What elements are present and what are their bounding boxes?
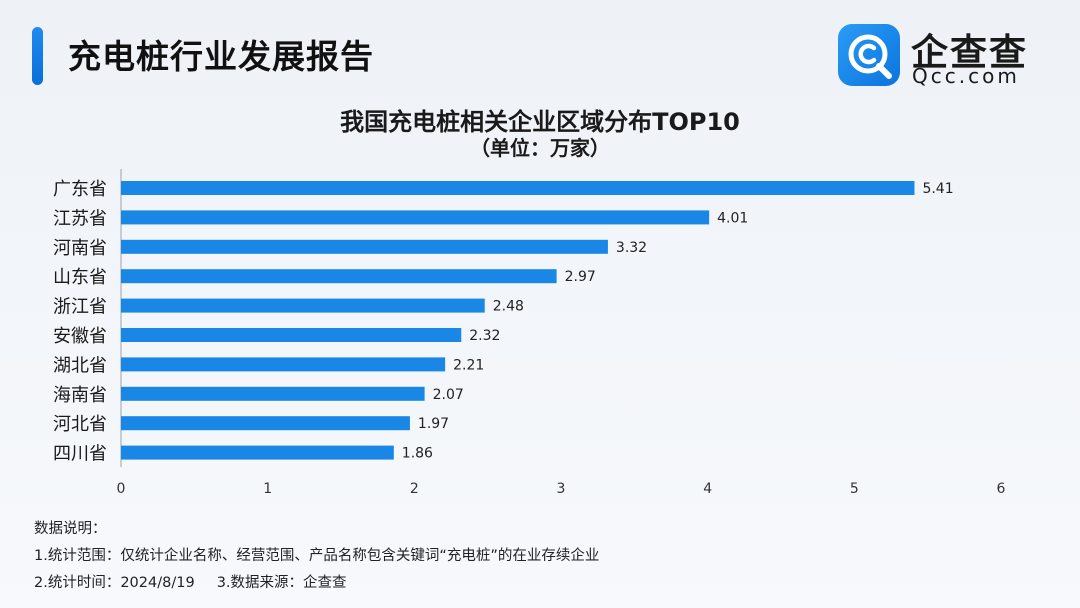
bar xyxy=(121,298,485,313)
value-label: 2.07 xyxy=(433,387,464,403)
notes-source: 3.数据来源：企查查 xyxy=(216,575,347,591)
notes-heading: 数据说明： xyxy=(34,521,107,537)
data-notes: 数据说明： 1.统计范围：仅统计企业名称、经营范围、产品名称包含关键词“充电桩”… xyxy=(34,516,599,597)
value-label: 2.97 xyxy=(565,269,596,285)
bar xyxy=(121,328,462,342)
value-label: 5.41 xyxy=(922,181,953,197)
value-label: 1.86 xyxy=(402,446,433,462)
value-label: 2.21 xyxy=(453,357,484,373)
bar xyxy=(121,386,425,401)
category-label: 河南省 xyxy=(53,238,107,259)
page-title: 充电桩行业发展报告 xyxy=(68,37,374,76)
value-label: 1.97 xyxy=(418,416,449,432)
qcc-logo-icon xyxy=(838,24,900,86)
x-tick-label: 2 xyxy=(410,481,419,497)
category-label: 江苏省 xyxy=(53,208,107,229)
bar xyxy=(121,357,446,372)
brand-logo: 企查查 Qcc.com xyxy=(838,24,1048,88)
bar xyxy=(121,239,608,254)
x-tick-label: 5 xyxy=(850,481,859,497)
value-label: 3.32 xyxy=(616,240,647,256)
bar xyxy=(121,445,394,460)
category-label: 广东省 xyxy=(53,179,107,200)
x-tick-label: 6 xyxy=(997,481,1006,497)
brand-name: 企查查 xyxy=(911,31,1028,74)
chart-subtitle: （单位：万家） xyxy=(470,136,610,160)
bar xyxy=(121,269,557,284)
category-label: 海南省 xyxy=(53,385,107,406)
notes-scope: 1.统计范围：仅统计企业名称、经营范围、产品名称包含关键词“充电桩”的在业存续企… xyxy=(34,548,600,564)
bar xyxy=(121,416,410,431)
header-accent-bar xyxy=(32,27,43,85)
bar xyxy=(121,210,710,225)
category-label: 山东省 xyxy=(53,267,107,288)
notes-time-source: 2.统计时间：2024/8/19 3.数据来源：企查查 xyxy=(34,570,599,597)
category-label: 安徽省 xyxy=(53,326,107,347)
value-label: 4.01 xyxy=(717,210,748,226)
x-tick-label: 3 xyxy=(557,481,566,497)
brand-url: Qcc.com xyxy=(912,64,1020,88)
value-label: 2.48 xyxy=(493,299,524,315)
x-tick-label: 0 xyxy=(117,481,126,497)
notes-time: 2.统计时间：2024/8/19 xyxy=(34,575,195,591)
bar xyxy=(121,181,915,195)
category-label: 河北省 xyxy=(53,414,107,435)
x-tick-label: 4 xyxy=(703,481,712,497)
bar-chart: 广东省 5.41 江苏省 4.01 河南省 3.32 山东省 2.97 浙江省 2.48 安徽省 2.… xyxy=(53,169,1006,497)
value-label: 2.32 xyxy=(469,328,500,344)
x-tick-label: 1 xyxy=(263,481,272,497)
chart-title: 我国充电桩相关企业区域分布TOP10 xyxy=(340,108,740,136)
category-label: 浙江省 xyxy=(53,297,107,318)
category-label: 四川省 xyxy=(53,444,107,465)
category-label: 湖北省 xyxy=(53,355,107,376)
